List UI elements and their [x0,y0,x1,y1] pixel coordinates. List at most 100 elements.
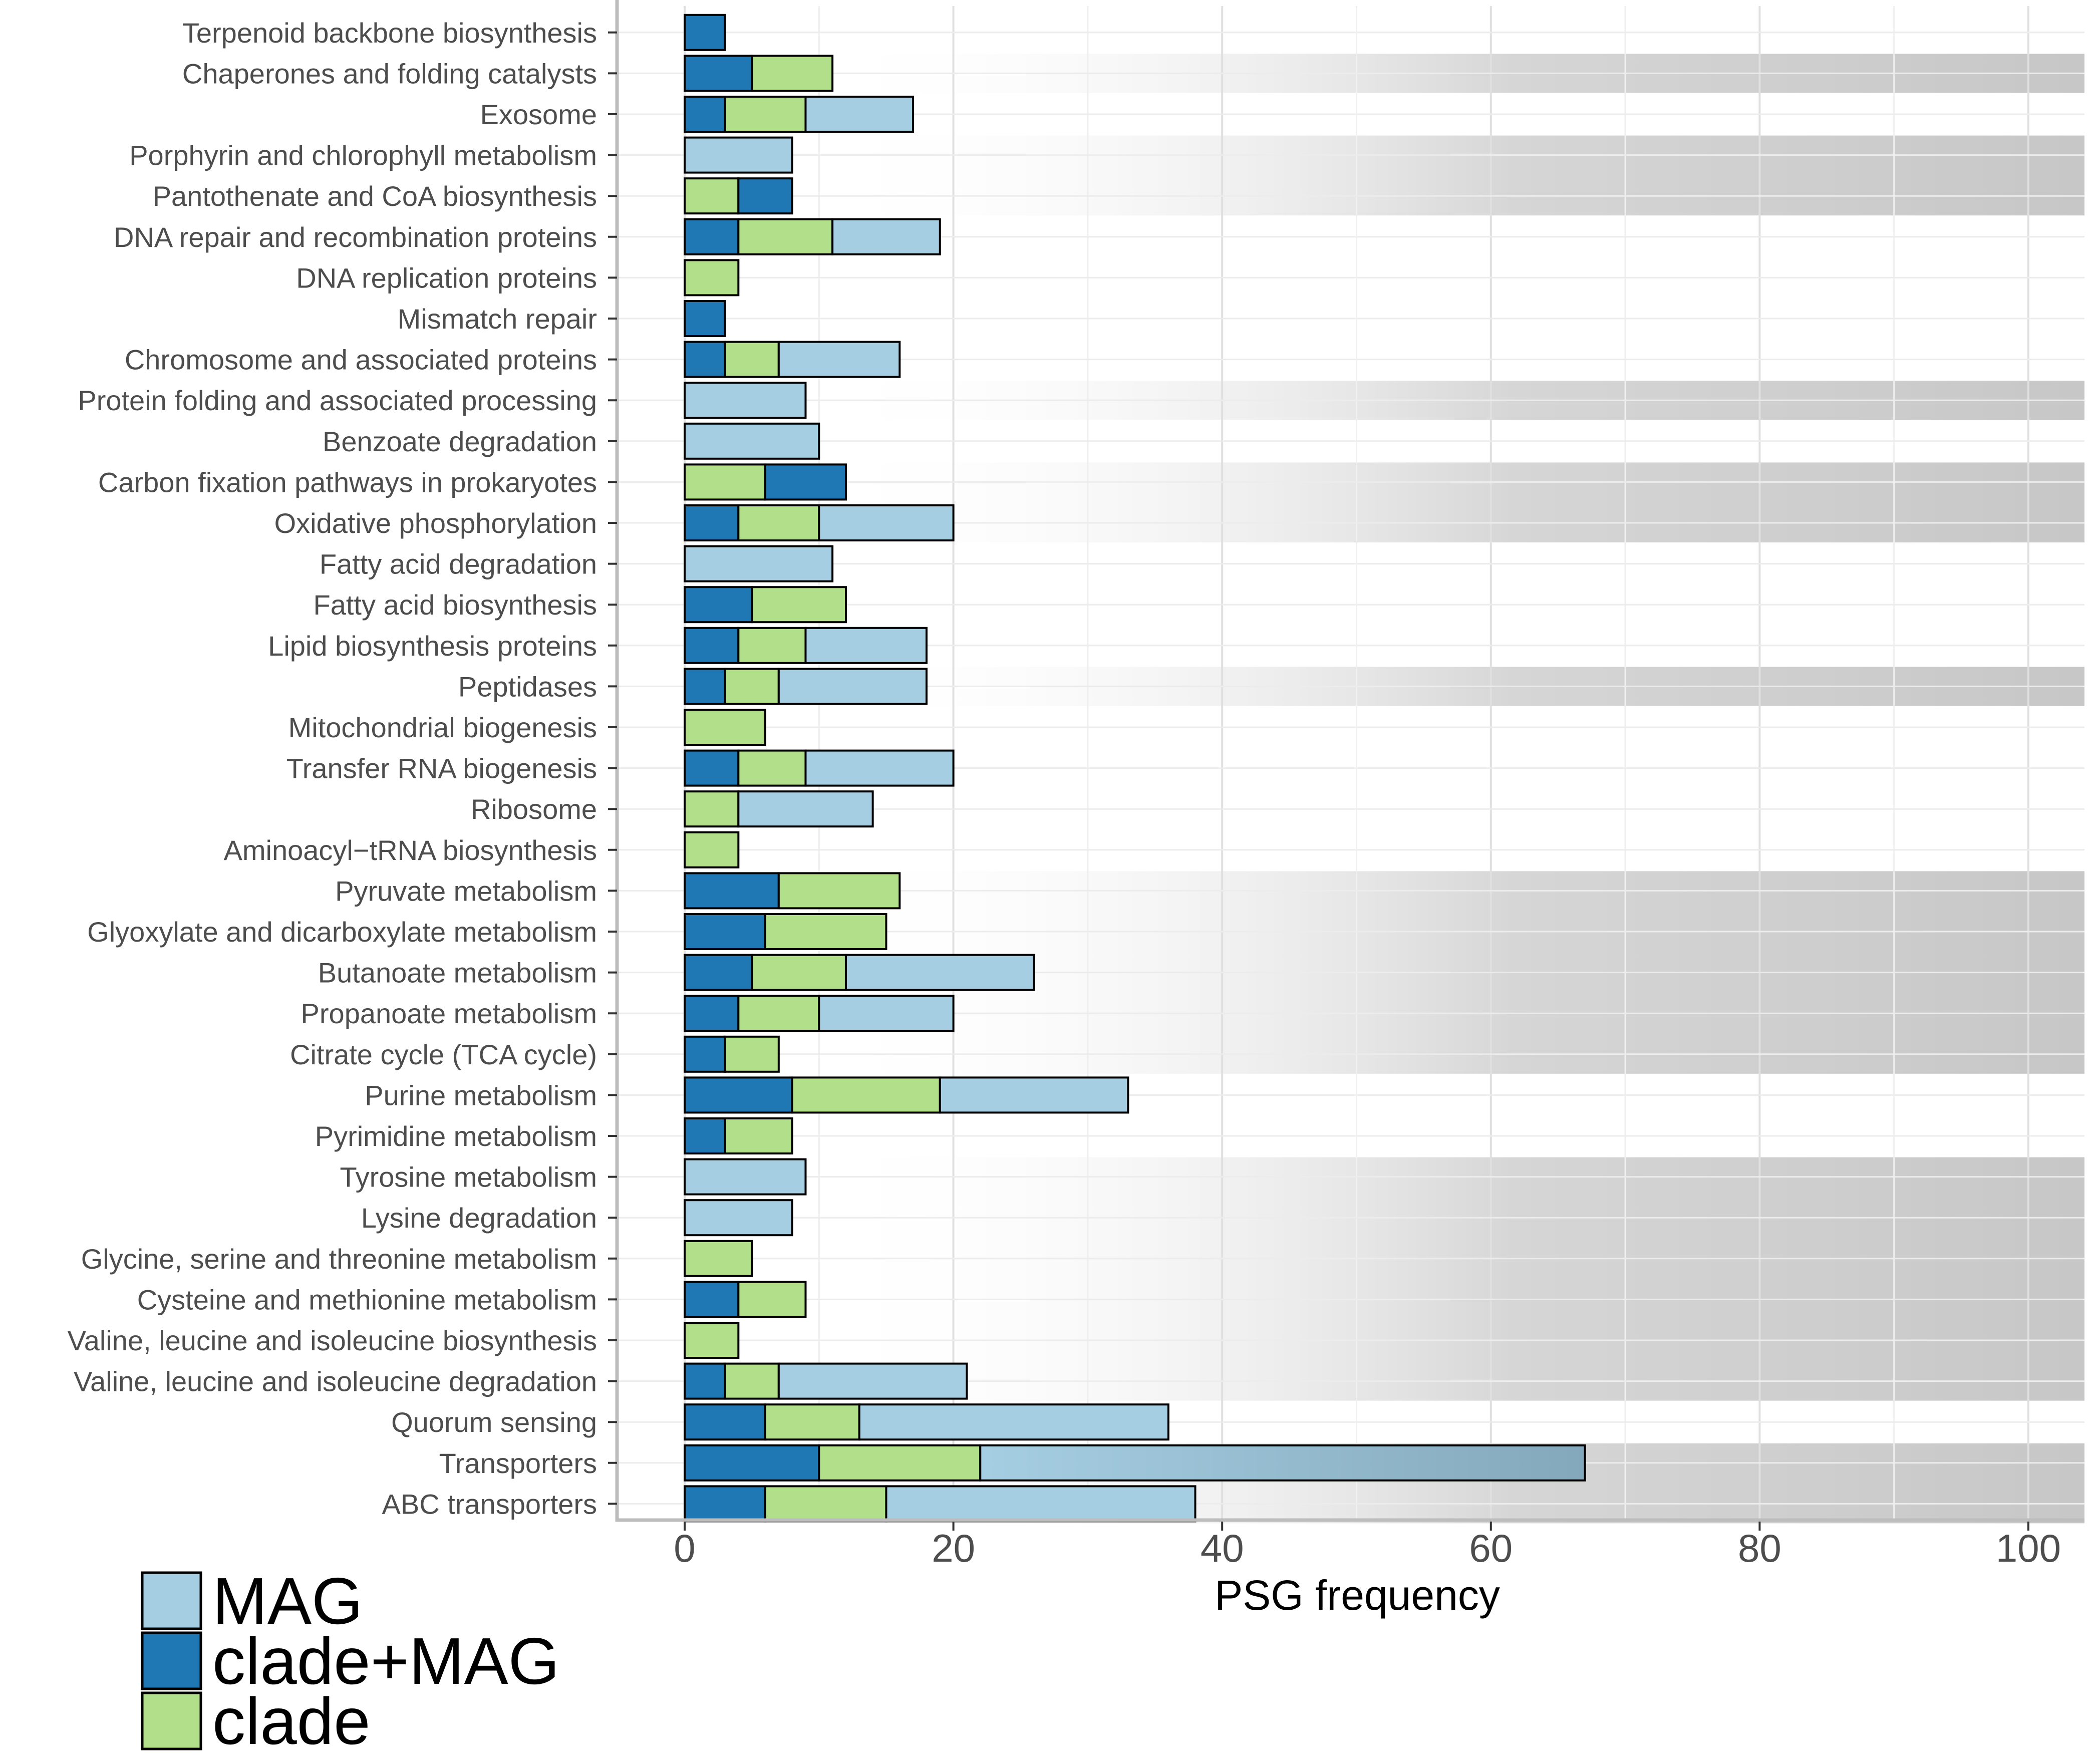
bar-segment-mag [777,668,928,705]
y-tick-label: Fatty acid degradation [320,548,597,580]
bar-segment-mag [939,1076,1129,1114]
bar-segment-mag [777,1362,968,1400]
bar-segment-mag [684,1158,807,1196]
y-tick-label: Tyrosine metabolism [340,1161,597,1193]
bar-segment-clade-plus-mag [684,1444,820,1482]
x-tick-label: 0 [674,1526,695,1570]
bar-segment-clade-plus-mag [684,1281,740,1318]
bar-segment-clade [737,627,807,664]
bar-segment-clade-plus-mag [684,55,753,92]
y-tick-label: Cysteine and methionine metabolism [137,1284,597,1315]
background-band [819,462,2084,542]
bar-segment-clade-plus-mag [684,668,726,705]
y-tick-label: Purine metabolism [365,1079,597,1111]
bar-segment-clade-plus-mag [684,872,780,910]
y-tick-label: Oxidative phosphorylation [274,507,597,539]
y-tick-label: DNA repair and recombination proteins [114,221,597,253]
y-tick-label: Carbon fixation pathways in prokaryotes [98,466,597,498]
bar-segment-mag [804,627,928,664]
bar-segment-clade [764,913,887,950]
y-tick-label: Pantothenate and CoA biosynthesis [153,180,597,212]
bar-segment-mag [844,954,1035,991]
bar-segment-clade [684,259,740,297]
bar-segment-clade [724,1117,793,1154]
y-tick-label: Pyruvate metabolism [335,875,597,907]
bar-segment-clade [724,341,780,378]
y-tick-label: Terpenoid backbone biosynthesis [182,17,597,49]
bar-segment-clade-plus-mag [684,341,726,378]
background-band [819,135,2084,216]
y-tick-label: Lipid biosynthesis proteins [268,630,597,662]
bar-segment-clade [737,504,820,541]
legend-key [141,1691,202,1750]
y-tick-label: Butanoate metabolism [318,957,597,989]
bar-segment-mag [684,422,820,460]
y-tick-label: Mitochondrial biogenesis [288,712,597,743]
y-tick-label: Aminoacyl−tRNA biosynthesis [224,834,597,866]
bar-segment-clade [724,96,807,133]
bar-segment-mag [858,1403,1169,1441]
bar-segment-clade [777,872,901,910]
y-tick-label: Porphyrin and chlorophyll metabolism [129,140,597,171]
background-band [819,1157,2084,1401]
bar-segment-mag [684,382,807,419]
bar-segment-clade [737,995,820,1032]
bar-segment-clade [818,1444,982,1482]
bar-segment-clade-plus-mag [684,504,740,541]
bar-segment-clade-plus-mag [684,1035,726,1073]
y-tick-label: Ribosome [471,793,597,825]
legend-key [141,1571,202,1630]
bar-segment-clade [724,1035,780,1073]
x-tick-label: 40 [1201,1526,1244,1570]
y-tick-label: Valine, leucine and isoleucine biosynthe… [68,1325,597,1356]
y-tick-label: Chromosome and associated proteins [125,344,597,376]
bar-segment-mag [885,1485,1196,1523]
bar-segment-mag [818,995,955,1032]
y-tick-label: Quorum sensing [391,1406,597,1438]
y-tick-label: Transfer RNA biogenesis [286,753,597,784]
bar-segment-clade [684,463,766,501]
y-tick-label: Transporters [439,1447,597,1479]
y-tick-label: Lysine degradation [361,1202,597,1234]
bar-segment-clade-plus-mag [684,749,740,787]
bar-segment-clade [684,709,766,746]
bar-segment-clade [684,831,740,868]
bar-segment-clade-plus-mag [684,300,726,337]
y-tick-label: Fatty acid biosynthesis [314,589,597,621]
bar-segment-clade [764,1485,887,1523]
bar-segment-clade-plus-mag [764,463,847,501]
y-tick-label: Benzoate degradation [323,426,597,457]
bar-segment-clade [737,1281,807,1318]
y-tick-label: DNA replication proteins [296,262,597,293]
y-tick-label: Pyrimidine metabolism [315,1120,597,1152]
y-tick-label: Glycine, serine and threonine metabolism [81,1243,597,1275]
bar-segment-clade [791,1076,941,1114]
bar-segment-clade-plus-mag [684,1362,726,1400]
y-tick-label: Valine, leucine and isoleucine degradati… [74,1366,597,1397]
bar-segment-clade [724,1362,780,1400]
bar-segment-clade-plus-mag [684,1485,766,1523]
bar-segment-clade-plus-mag [684,1403,766,1441]
bar-segment-clade [764,1403,860,1441]
y-tick-label: ABC transporters [382,1488,597,1520]
bar-segment-clade-plus-mag [684,627,740,664]
y-tick-label: Exosome [480,99,597,130]
bar-segment-mag [831,218,941,255]
x-tick-label: 100 [1996,1526,2061,1570]
bar-segment-clade [737,218,834,255]
bar-segment-clade-plus-mag [684,1117,726,1154]
bar-segment-mag [684,545,834,582]
bar-segment-clade-plus-mag [684,954,753,991]
y-tick-label: Glyoxylate and dicarboxylate metabolism [87,916,597,948]
y-tick-label: Chaperones and folding catalysts [182,58,597,89]
bar-segment-clade-plus-mag [737,177,793,215]
y-tick-label: Mismatch repair [398,303,597,335]
bar-segment-clade [684,177,740,215]
bar-segment-clade [724,668,780,705]
bar-segment-clade [751,954,847,991]
bar-segment-clade-plus-mag [684,96,726,133]
y-tick-label: Citrate cycle (TCA cycle) [290,1039,597,1070]
